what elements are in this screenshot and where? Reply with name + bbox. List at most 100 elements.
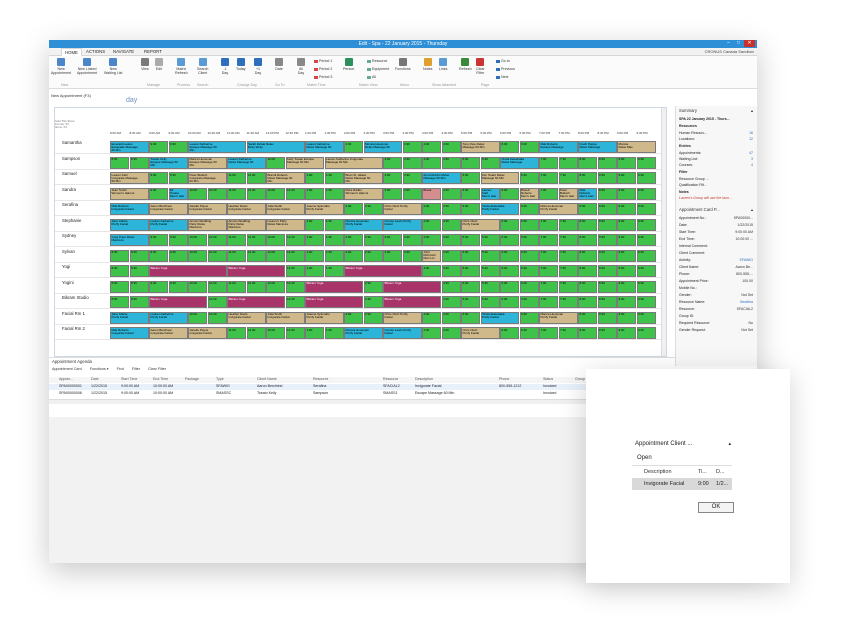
view-button[interactable]: View (141, 58, 149, 71)
free-slot[interactable]: 2:30 (363, 311, 383, 324)
appointment-block[interactable]: Lauren Katherine Relax Massage 60 (227, 156, 266, 169)
free-slot[interactable]: 8:30 (597, 311, 617, 324)
links-button[interactable]: Links (439, 58, 447, 71)
free-slot[interactable]: 6:00 (500, 234, 519, 246)
free-slot[interactable]: 5:30 (480, 156, 500, 169)
appointment-block[interactable]: Aaron Berchiesi Invigorate Facial (149, 327, 188, 339)
free-slot[interactable]: 12:00 (266, 234, 285, 246)
free-slot[interactable]: 1:30 (324, 249, 344, 262)
free-slot[interactable]: 4:00 (422, 218, 441, 231)
free-slot[interactable]: 10:30 (207, 187, 227, 200)
appointment-block[interactable]: Anna Robins Relax Massage 60 Min (422, 172, 461, 184)
maximize-button[interactable]: □ (734, 40, 743, 47)
free-slot[interactable]: 10:30 (207, 249, 227, 262)
free-slot[interactable]: 10:30 (207, 280, 227, 293)
free-slot[interactable]: 7:30 (558, 327, 578, 339)
date-button[interactable]: Date (275, 58, 283, 71)
appointment-block[interactable]: John McIntosh Men's H (422, 249, 441, 262)
column-header[interactable]: Description (644, 469, 672, 475)
free-slot[interactable]: 12:00 (266, 280, 285, 293)
free-slot[interactable]: 8:30 (597, 234, 617, 246)
appointment-block[interactable]: Jean Smith Women's Haircut (110, 187, 149, 200)
free-slot[interactable]: 11:30 (246, 172, 266, 184)
human-resources-value[interactable]: 16 (749, 131, 753, 135)
free-slot[interactable]: 6:00 (500, 296, 519, 308)
functions-button[interactable]: Functions (395, 58, 411, 71)
table-row[interactable]: Invigorate Facial 9:00 1/2... (632, 478, 732, 490)
appointment-block[interactable]: Fresh Peppa Relax Massage (578, 141, 617, 153)
free-slot[interactable]: 12:30 (285, 249, 305, 262)
free-slot[interactable]: 4:30 (441, 218, 461, 231)
free-slot[interactable]: 5:00 (461, 265, 480, 277)
free-slot[interactable]: 3:30 (402, 141, 422, 153)
free-slot[interactable]: 8:00 (578, 218, 597, 231)
chevron-up-icon[interactable]: ▴ (728, 441, 731, 447)
vertical-scrollbar[interactable] (661, 108, 666, 356)
free-slot[interactable]: 12:30 (285, 280, 305, 293)
free-slot[interactable]: 8:30 (597, 265, 617, 277)
free-slot[interactable]: 6:30 (519, 141, 539, 153)
free-slot[interactable]: 9:30 (636, 265, 656, 277)
free-slot[interactable]: 1:30 (324, 187, 344, 200)
appointment-block[interactable]: Anna's Wedding Party Relax Manicure (227, 218, 266, 231)
free-slot[interactable]: 5:30 (480, 296, 500, 308)
free-slot[interactable]: 3:30 (402, 249, 422, 262)
waiting-list-value[interactable]: 3 (751, 157, 753, 161)
free-slot[interactable]: 2:00 (344, 311, 363, 324)
free-slot[interactable]: 8:00 (578, 280, 597, 293)
free-slot[interactable]: 12:00 (266, 327, 285, 339)
free-slot[interactable]: 1:30 (324, 172, 344, 184)
appointment-block[interactable]: Matt Roberts Invigorate Facial (110, 327, 149, 339)
free-slot[interactable]: 8:00 (578, 172, 597, 184)
appointment-block[interactable]: Bikram Yoga (305, 296, 363, 308)
free-slot[interactable]: 6:00 (500, 280, 519, 293)
free-slot[interactable]: 9:30 (168, 172, 188, 184)
free-slot[interactable]: 5:00 (461, 187, 480, 200)
free-slot[interactable]: 8:00 (578, 327, 597, 339)
free-slot[interactable]: 3:30 (402, 187, 422, 200)
free-slot[interactable]: 4:00 (422, 156, 441, 169)
free-slot[interactable]: 5:00 (461, 280, 480, 293)
appointment-block[interactable]: Greg Pope Relax Manicure (110, 234, 149, 246)
free-slot[interactable]: 4:30 (441, 249, 461, 262)
refresh-button[interactable]: Refresh (459, 58, 472, 71)
free-slot[interactable]: 2:30 (363, 280, 383, 293)
column-header[interactable]: End Time (153, 377, 169, 381)
free-slot[interactable]: 8:30 (129, 280, 149, 293)
free-slot[interactable]: 9:30 (636, 156, 656, 169)
free-slot[interactable]: 7:30 (558, 265, 578, 277)
locations-value[interactable]: 12 (749, 137, 753, 141)
free-slot[interactable]: 9:00 (617, 172, 636, 184)
free-slot[interactable]: 9:30 (168, 249, 188, 262)
free-slot[interactable]: 8:00 (578, 311, 597, 324)
free-slot[interactable]: 4:30 (441, 187, 461, 200)
free-slot[interactable]: 12:00 (266, 249, 285, 262)
free-slot[interactable]: 11:30 (246, 234, 266, 246)
appointment-block[interactable]: Jane Clarke Purify Facial (110, 218, 149, 231)
appointment-block[interactable]: Chris Olotz Purify Facial (383, 203, 422, 215)
free-slot[interactable]: 8:30 (597, 218, 617, 231)
free-slot[interactable]: 7:00 (539, 172, 558, 184)
free-slot[interactable]: 3:00 (383, 172, 402, 184)
column-header[interactable]: Package (185, 377, 199, 381)
agenda-tool-4[interactable]: Clear Filter (148, 367, 167, 371)
free-slot[interactable]: 1:00 (305, 265, 324, 277)
free-slot[interactable]: 2:00 (344, 249, 363, 262)
free-slot[interactable]: 9:30 (636, 311, 656, 324)
appointment-block[interactable]: Tosato Kelly Escape Massage 60 Min (149, 156, 188, 169)
free-slot[interactable]: 11:30 (246, 327, 266, 339)
column-header[interactable]: Appoin... (59, 377, 74, 381)
free-slot[interactable]: 9:00 (617, 327, 636, 339)
appointment-block[interactable]: Vinda Zeleebaka Purify Facial (480, 203, 519, 215)
nav-2-button[interactable]: Next (496, 75, 508, 79)
free-slot[interactable]: 4:00 (422, 203, 441, 215)
appointment-block[interactable]: Brian St. Hilaire Relax Massage 60 Min (344, 172, 383, 184)
free-slot[interactable]: 11:30 (246, 249, 266, 262)
free-slot[interactable]: 6:30 (519, 296, 539, 308)
free-slot[interactable]: 12:30 (285, 234, 305, 246)
free-slot[interactable]: 2:00 (344, 234, 363, 246)
free-slot[interactable]: 9:00 (149, 249, 168, 262)
free-slot[interactable]: 9:00 (617, 156, 636, 169)
free-slot[interactable]: 4:00 (422, 141, 441, 153)
free-slot[interactable]: 2:00 (344, 203, 363, 215)
